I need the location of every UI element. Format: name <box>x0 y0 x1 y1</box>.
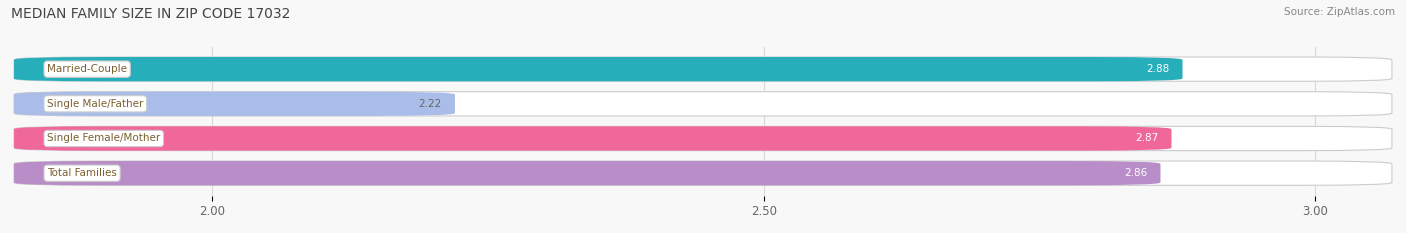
Text: 2.88: 2.88 <box>1146 64 1170 74</box>
Text: Single Male/Father: Single Male/Father <box>48 99 143 109</box>
Text: MEDIAN FAMILY SIZE IN ZIP CODE 17032: MEDIAN FAMILY SIZE IN ZIP CODE 17032 <box>11 7 291 21</box>
FancyBboxPatch shape <box>14 57 1182 81</box>
Text: Source: ZipAtlas.com: Source: ZipAtlas.com <box>1284 7 1395 17</box>
Text: 2.22: 2.22 <box>419 99 441 109</box>
Text: 2.86: 2.86 <box>1123 168 1147 178</box>
FancyBboxPatch shape <box>14 161 1392 185</box>
FancyBboxPatch shape <box>14 57 1392 81</box>
FancyBboxPatch shape <box>14 126 1171 151</box>
Text: Married-Couple: Married-Couple <box>48 64 127 74</box>
Text: Total Families: Total Families <box>48 168 117 178</box>
Text: Single Female/Mother: Single Female/Mother <box>48 134 160 144</box>
Text: 2.87: 2.87 <box>1135 134 1159 144</box>
FancyBboxPatch shape <box>14 161 1160 185</box>
FancyBboxPatch shape <box>14 126 1392 151</box>
FancyBboxPatch shape <box>14 92 1392 116</box>
FancyBboxPatch shape <box>14 92 456 116</box>
